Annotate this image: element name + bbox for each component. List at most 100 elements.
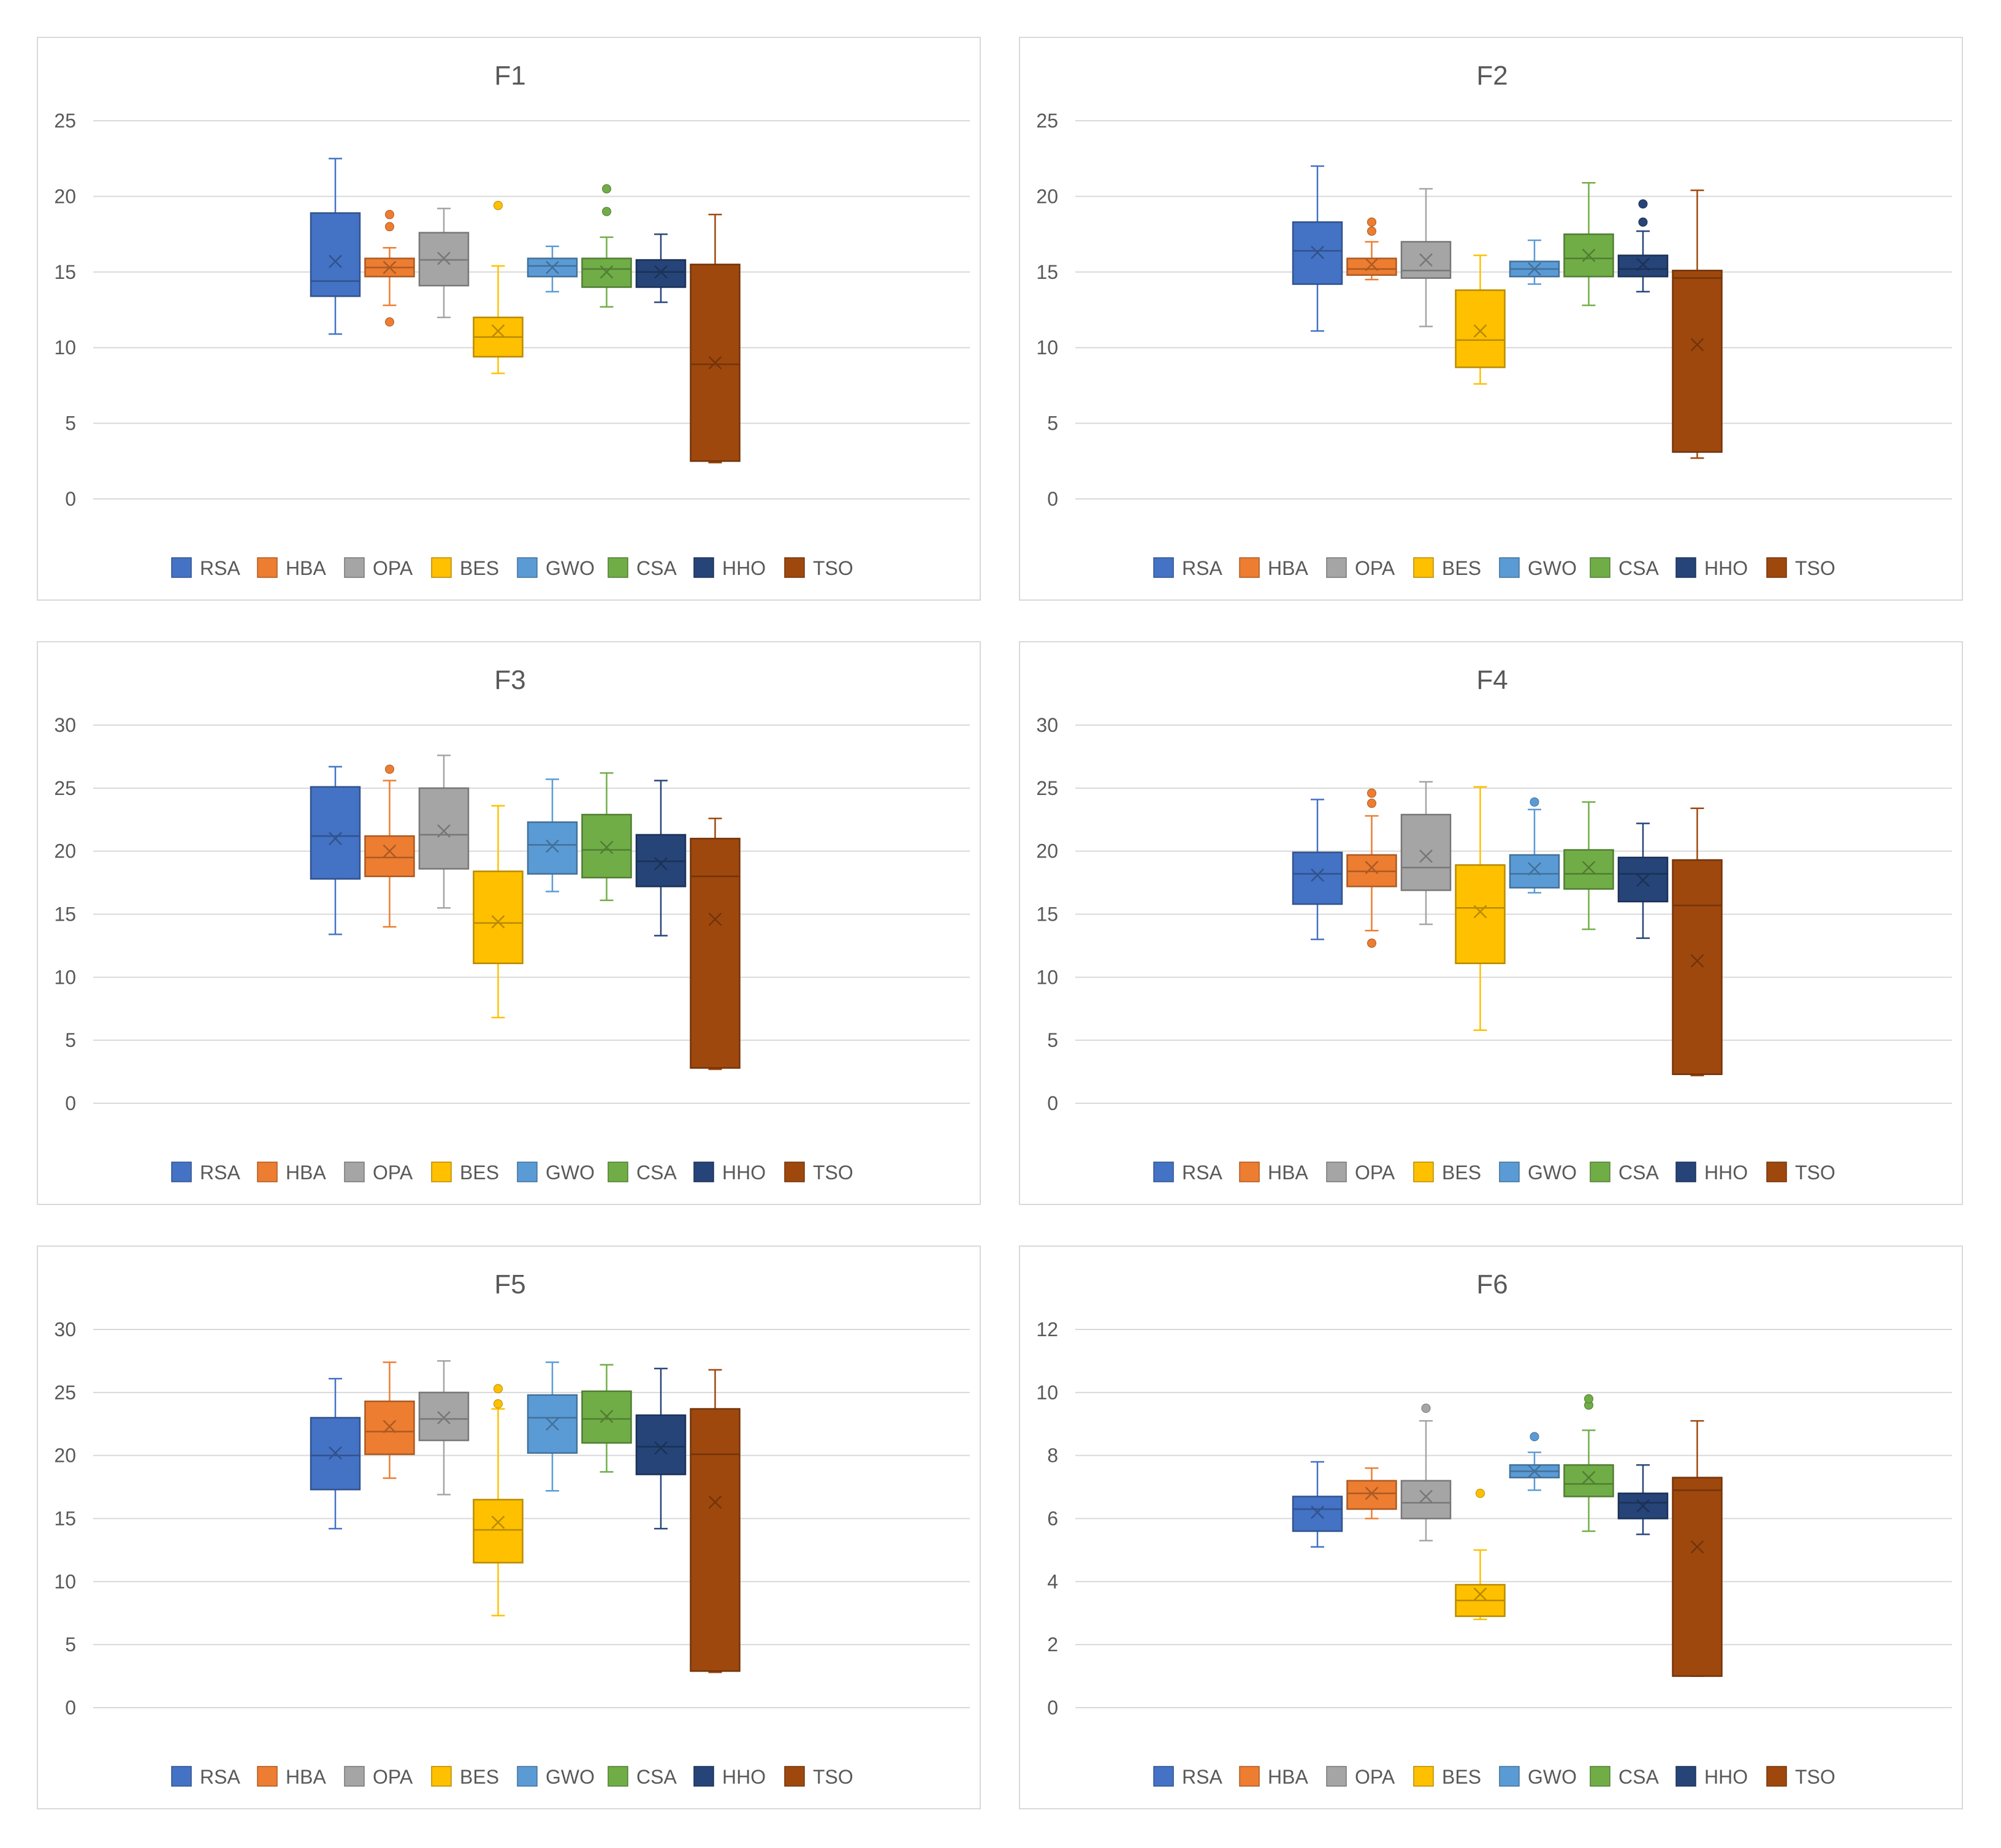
legend-label: HBA: [286, 557, 326, 579]
box-iqr: [1455, 864, 1506, 964]
legend-swatch: [1239, 1766, 1260, 1787]
outlier-point: [602, 184, 611, 194]
legend-label: CSA: [1618, 1766, 1659, 1788]
chart-panel-f3: F3 0 5 10 15 20 25 30 RSA HBA OPA BES GWO CSA HHO TSO: [37, 641, 981, 1205]
outlier-point: [494, 1399, 503, 1409]
legend-item-bes: BES: [431, 557, 499, 579]
legend-swatch: [1675, 1162, 1696, 1182]
y-tick-label: 0: [65, 488, 76, 510]
legend-label: TSO: [813, 557, 853, 579]
outlier-point: [1584, 1394, 1593, 1404]
legend-swatch: [1413, 1766, 1434, 1787]
legend-item-gwo: GWO: [1499, 1766, 1577, 1788]
legend-swatch: [431, 1162, 452, 1182]
legend-swatch: [1590, 1766, 1610, 1787]
boxplot-chart-f5: F5 0 5 10 15 20 25 30 RSA HBA OPA BES GWO CSA HHO TSO: [54, 1269, 970, 1788]
mean-marker: [383, 260, 397, 275]
legend-item-hba: HBA: [257, 557, 326, 579]
mean-marker: [1528, 262, 1541, 276]
box-rsa: [1292, 165, 1343, 332]
y-tick-label: 8: [1047, 1445, 1058, 1467]
y-tick-label: 0: [1047, 488, 1058, 510]
mean-marker: [1690, 1540, 1704, 1554]
box-iqr: [473, 870, 524, 964]
outlier-point: [1530, 1432, 1539, 1442]
y-tick-label: 0: [1047, 1697, 1058, 1719]
box-csa: [1563, 1394, 1614, 1532]
box-rsa: [1292, 1461, 1343, 1548]
legend-swatch: [693, 1162, 714, 1182]
legend-label: RSA: [200, 1766, 240, 1788]
legend-label: CSA: [1618, 1162, 1659, 1184]
box-iqr: [310, 212, 361, 297]
box-iqr: [310, 786, 361, 880]
legend-label: HBA: [1268, 1766, 1308, 1788]
box-iqr: [1346, 257, 1397, 276]
legend-item-tso: TSO: [784, 1162, 853, 1184]
legend-swatch: [608, 1162, 628, 1182]
box-iqr: [1509, 854, 1560, 889]
legend-item-rsa: RSA: [171, 1162, 240, 1184]
legend-swatch: [1590, 557, 1610, 578]
box-gwo: [1509, 1432, 1560, 1491]
legend-swatch: [1153, 1162, 1174, 1182]
box-iqr: [1672, 859, 1723, 1075]
chart-title: F3: [494, 665, 525, 695]
mean-marker: [1473, 905, 1487, 919]
legend-swatch: [693, 1766, 714, 1787]
legend-label: OPA: [1355, 557, 1395, 579]
mean-marker: [1582, 861, 1596, 875]
legend-item-csa: CSA: [1590, 1162, 1659, 1184]
legend-item-gwo: GWO: [1499, 1162, 1577, 1184]
legend-swatch: [1153, 557, 1174, 578]
outlier-point: [1638, 199, 1648, 209]
outlier-point: [1367, 799, 1376, 808]
legend-swatch: [1413, 1162, 1434, 1182]
box-iqr: [635, 1414, 687, 1475]
legend-swatch: [1239, 557, 1260, 578]
box-rsa: [310, 1377, 361, 1530]
box-csa: [1563, 801, 1614, 930]
y-tick-label: 12: [1036, 1318, 1058, 1340]
y-tick-label: 2: [1047, 1633, 1058, 1656]
mean-marker: [491, 914, 505, 929]
mean-marker: [546, 1417, 559, 1431]
legend-item-tso: TSO: [784, 557, 853, 579]
boxplot-chart-f6: F6 0 2 4 6 8 10 12 RSA HBA OPA BES GWO CSA HHO TSO: [1036, 1269, 1952, 1788]
legend-label: GWO: [1528, 1766, 1577, 1788]
box-hho: [1617, 1464, 1669, 1535]
y-tick-label: 20: [54, 840, 76, 862]
y-tick-label: 25: [1036, 777, 1058, 799]
legend-label: HBA: [1268, 557, 1308, 579]
box-opa: [418, 755, 470, 909]
mean-marker: [1311, 1505, 1324, 1519]
legend-item-gwo: GWO: [517, 557, 595, 579]
box-opa: [418, 1360, 470, 1496]
box-rsa: [310, 158, 361, 335]
chart-title: F2: [1476, 61, 1507, 91]
outlier-point: [1476, 1488, 1485, 1498]
mean-marker: [654, 1441, 668, 1455]
box-iqr: [1563, 233, 1614, 278]
box-iqr: [418, 1391, 470, 1442]
legend-label: TSO: [813, 1766, 853, 1788]
legend-item-opa: OPA: [1326, 1162, 1395, 1184]
box-csa: [581, 1364, 632, 1473]
y-tick-label: 25: [54, 1382, 76, 1404]
legend-item-bes: BES: [1413, 1766, 1481, 1788]
box-hba: [1346, 217, 1397, 281]
y-tick-label: 5: [65, 1029, 76, 1051]
box-iqr: [418, 787, 470, 870]
legend-label: HHO: [1704, 1766, 1748, 1788]
outlier-point: [385, 764, 394, 774]
legend-item-rsa: RSA: [171, 1766, 240, 1788]
chart-title: F5: [494, 1269, 525, 1299]
legend-swatch: [257, 1162, 278, 1182]
box-tso: [1672, 1420, 1723, 1677]
box-hba: [364, 764, 415, 928]
y-tick-label: 5: [65, 1633, 76, 1656]
legend-swatch: [1766, 1162, 1787, 1182]
outlier-point: [1638, 217, 1648, 227]
mean-marker: [654, 857, 668, 871]
legend-item-bes: BES: [431, 1766, 499, 1788]
